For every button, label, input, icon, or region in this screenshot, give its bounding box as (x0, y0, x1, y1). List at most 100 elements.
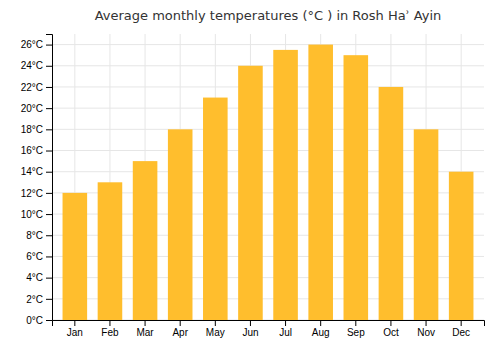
x-tick: Apr (172, 320, 188, 338)
bar (379, 87, 404, 320)
y-tick-label: 2°C (26, 294, 43, 305)
y-tick-mark (46, 45, 52, 46)
y-tick-mark (46, 129, 52, 130)
x-tick-mark (74, 320, 75, 326)
x-tick-mark (285, 320, 286, 326)
y-tick: 22°C (21, 82, 52, 93)
bar (203, 98, 228, 320)
x-tick-label: Dec (452, 327, 470, 338)
bar (449, 172, 474, 320)
bar (344, 55, 369, 320)
x-tick: Dec (452, 320, 470, 338)
y-tick-mark (46, 108, 52, 109)
x-tick: Feb (101, 320, 119, 338)
y-tick: 12°C (21, 188, 52, 199)
x-tick-mark (320, 320, 321, 326)
y-tick-label: 18°C (21, 124, 43, 135)
x-tick-mark (426, 320, 427, 326)
y-tick-label: 14°C (21, 166, 43, 177)
x-tick-label: Oct (383, 327, 399, 338)
x-tick-mark (215, 320, 216, 326)
x-tick-label: May (206, 327, 225, 338)
y-grid-line (52, 44, 484, 45)
x-tick-label: Mar (136, 327, 154, 338)
y-tick: 0°C (26, 315, 52, 326)
y-tick: 2°C (26, 294, 52, 305)
x-tick: Jul (279, 320, 292, 338)
x-axis-line (53, 321, 485, 327)
y-tick-mark (46, 320, 52, 321)
bar (414, 129, 439, 320)
x-tick-mark (109, 320, 110, 326)
x-tick: Aug (312, 320, 330, 338)
plot-area (63, 45, 474, 320)
y-tick-label: 22°C (21, 82, 43, 93)
y-tick-label: 24°C (21, 60, 43, 71)
bar (308, 45, 333, 320)
x-tick-label: Jan (67, 327, 83, 338)
y-tick-mark (46, 193, 52, 194)
y-tick-label: 8°C (26, 230, 43, 241)
y-tick-label: 16°C (21, 145, 43, 156)
x-tick-label: Aug (312, 327, 330, 338)
x-tick-mark (390, 320, 391, 326)
x-tick-label: Jul (279, 327, 292, 338)
x-tick-mark (461, 320, 462, 326)
x-tick-label: Jun (242, 327, 258, 338)
y-tick-mark (46, 172, 52, 173)
bar (98, 182, 123, 320)
x-tick: Oct (383, 320, 399, 338)
y-tick-mark (46, 151, 52, 152)
y-tick: 8°C (26, 230, 52, 241)
x-tick-label: Apr (172, 327, 188, 338)
bar (238, 66, 263, 320)
y-tick: 16°C (21, 145, 52, 156)
y-tick-label: 20°C (21, 103, 43, 114)
y-tick-mark (46, 256, 52, 257)
y-tick-label: 10°C (21, 209, 43, 220)
y-tick-mark (46, 214, 52, 215)
y-tick: 20°C (21, 103, 52, 114)
x-tick-label: Feb (101, 327, 119, 338)
y-tick-mark (46, 299, 52, 300)
chart: 0°C 2°C 4°C 6°C 8°C 10°C 12°C 14°C 16°C 18°C 20°C 2… (0, 0, 500, 350)
grid (52, 34, 484, 320)
y-tick-mark (46, 87, 52, 88)
y-grid-line (52, 65, 484, 66)
y-tick: 4°C (26, 272, 52, 283)
y-axis-line (46, 35, 53, 321)
y-axis: 0°C 2°C 4°C 6°C 8°C 10°C 12°C 14°C 16°C 18°C 20°C 2… (21, 35, 53, 326)
title: Average monthly temperatures (°C ) in Ro… (95, 8, 442, 23)
x-tick-mark (145, 320, 146, 326)
x-tick: Jun (242, 320, 258, 338)
y-tick: 26°C (21, 39, 52, 50)
y-tick-mark (46, 278, 52, 279)
y-grid-line (52, 86, 484, 87)
y-grid-line (52, 108, 484, 109)
y-tick: 6°C (26, 251, 52, 262)
y-tick: 10°C (21, 209, 52, 220)
bar (63, 193, 88, 320)
y-tick-label: 12°C (21, 188, 43, 199)
y-tick-mark (46, 66, 52, 67)
x-tick: Jan (67, 320, 83, 338)
x-axis: Jan Feb Mar Apr May Jun Jul Aug Sep Oct Nov Dec (53, 320, 485, 338)
y-tick-mark (46, 235, 52, 236)
bar (273, 50, 298, 320)
bar (168, 129, 193, 320)
x-tick-mark (355, 320, 356, 326)
y-tick: 18°C (21, 124, 52, 135)
x-tick: Mar (136, 320, 154, 338)
y-tick: 24°C (21, 60, 52, 71)
bar (133, 161, 158, 320)
x-tick-label: Nov (417, 327, 435, 338)
x-tick-mark (180, 320, 181, 326)
y-tick-label: 6°C (26, 251, 43, 262)
x-tick: Nov (417, 320, 435, 338)
y-tick: 14°C (21, 166, 52, 177)
x-tick: May (206, 320, 225, 338)
x-tick: Sep (347, 320, 365, 338)
x-tick-mark (250, 320, 251, 326)
y-tick-label: 0°C (26, 315, 43, 326)
y-tick-label: 26°C (21, 39, 43, 50)
